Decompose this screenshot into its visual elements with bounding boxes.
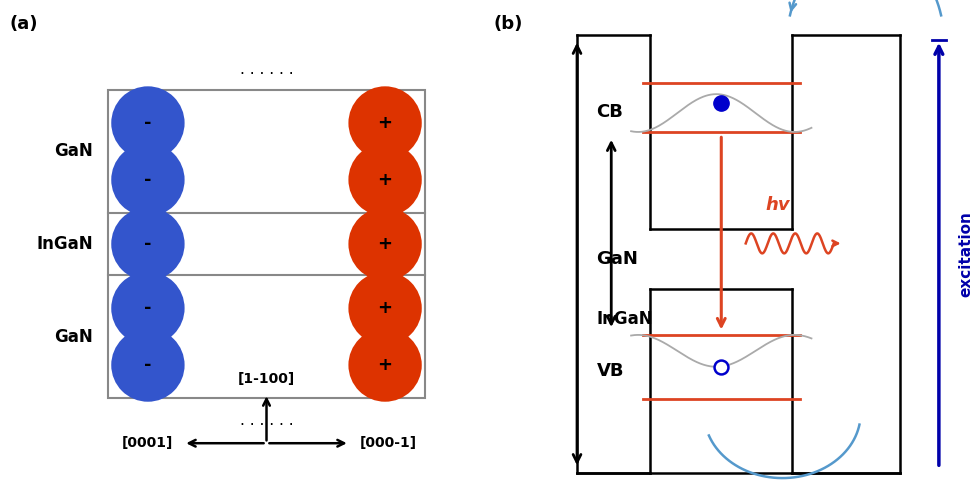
Text: VB: VB [596,362,623,380]
Text: -: - [144,299,151,317]
Text: hv: hv [764,196,789,214]
Text: +: + [377,356,392,374]
Ellipse shape [111,86,185,160]
Ellipse shape [111,271,185,345]
Text: CB: CB [596,103,622,121]
Text: GaN: GaN [54,142,93,160]
Text: -: - [144,356,151,374]
Text: +: + [377,235,392,253]
Ellipse shape [348,207,421,281]
Text: -: - [144,114,151,132]
Text: (b): (b) [493,15,523,33]
Ellipse shape [348,328,421,402]
Ellipse shape [111,328,185,402]
Text: InGaN: InGaN [36,235,93,253]
Text: +: + [377,171,392,189]
Text: -: - [144,171,151,189]
Text: excitation: excitation [957,211,972,297]
Text: (a): (a) [10,15,38,33]
Text: [000-1]: [000-1] [360,436,416,450]
Text: InGaN: InGaN [596,310,653,328]
Text: [1-100]: [1-100] [237,372,295,386]
Text: . . . . . .: . . . . . . [239,62,293,77]
Text: GaN: GaN [596,250,638,268]
Ellipse shape [348,143,421,217]
Text: +: + [377,299,392,317]
Text: GaN: GaN [54,328,93,346]
Ellipse shape [348,86,421,160]
Text: . . . . . .: . . . . . . [239,413,293,428]
Ellipse shape [111,207,185,281]
Text: -: - [144,235,151,253]
Text: +: + [377,114,392,132]
Bar [107,90,425,398]
Text: [0001]: [0001] [122,436,174,450]
Ellipse shape [348,271,421,345]
Ellipse shape [111,143,185,217]
